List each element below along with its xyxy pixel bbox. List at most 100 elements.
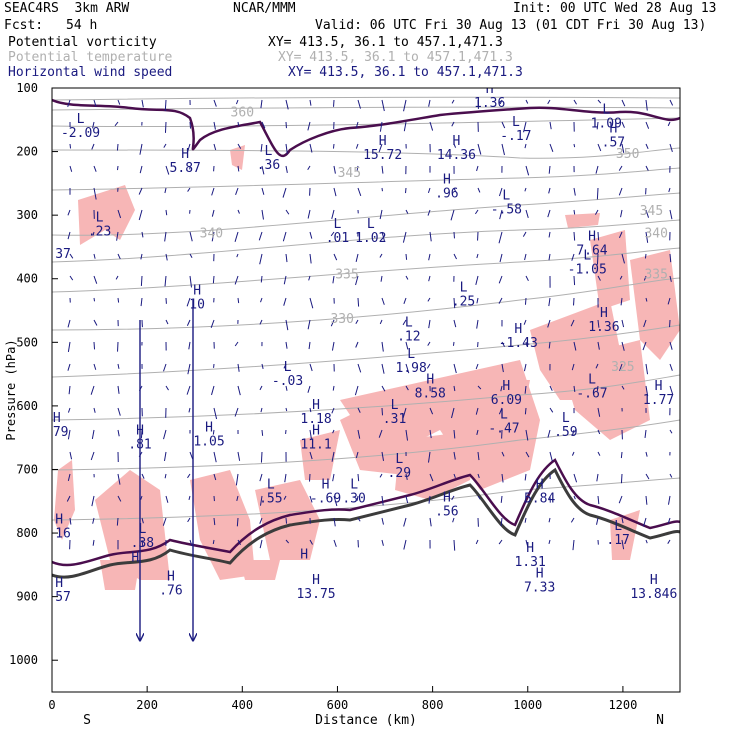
wind-arrow: [477, 385, 482, 390]
extremum-value: .96: [435, 186, 458, 201]
extremum-value: 13.846: [630, 587, 677, 602]
wind-arrow: [621, 99, 626, 107]
wind-arrow: [307, 121, 311, 131]
wind-arrow: [381, 495, 384, 506]
wind-arrow: [405, 341, 409, 350]
wind-arrow: [259, 495, 263, 506]
extremum-letter: H: [322, 478, 330, 493]
wind-arrow: [93, 297, 96, 302]
extremum-value: -1.05: [568, 263, 607, 278]
wind-arrow: [571, 451, 575, 456]
wind-arrow: [93, 407, 96, 413]
init-time: Init: 00 UTC Wed 28 Aug 13: [513, 1, 717, 16]
y-tick-label: 500: [16, 335, 38, 349]
wind-arrow: [524, 517, 527, 523]
wind-arrow: [285, 253, 288, 263]
wind-arrow: [165, 319, 169, 325]
wind-arrow: [597, 495, 600, 505]
extremum-letter: L: [138, 522, 146, 537]
extremum-value: 11.1: [300, 438, 331, 453]
wind-arrow: [331, 407, 335, 414]
field-name-pv: Potential vorticity: [8, 35, 157, 50]
extremum-value: .57: [47, 590, 70, 605]
wind-arrow: [549, 385, 553, 391]
wind-arrow: [139, 165, 143, 174]
wind-arrow: [92, 539, 95, 546]
wind-arrow: [357, 363, 362, 373]
theta-label: 360: [231, 106, 254, 121]
wind-arrow: [523, 363, 527, 372]
extremum-letter: L: [334, 217, 342, 232]
wind-arrow: [332, 275, 335, 284]
wind-arrow: [261, 121, 266, 129]
extremum-value: 1.77: [643, 393, 674, 408]
wind-arrow: [117, 385, 120, 394]
wind-arrow: [381, 451, 385, 461]
wind-arrow: [307, 165, 311, 171]
wind-arrow: [476, 253, 479, 259]
wind-arrow: [261, 429, 264, 436]
wind-arrow: [451, 495, 455, 501]
wind-arrow: [261, 209, 264, 220]
wind-arrow: [92, 121, 95, 129]
wind-arrow: [285, 539, 290, 544]
wind-arrow: [67, 473, 71, 481]
wind-arrow: [405, 495, 409, 504]
extremum-value: .81: [128, 438, 151, 453]
extremum-value: 7.33: [524, 581, 555, 596]
wind-arrow: [189, 253, 193, 258]
wind-arrow: [93, 363, 97, 370]
extremum-value: -.69: [310, 492, 341, 507]
wind-arrow: [669, 341, 673, 350]
wind-arrow: [234, 407, 239, 417]
wind-arrow: [669, 253, 672, 263]
wind-arrow: [573, 231, 576, 241]
wind-arrow: [428, 275, 431, 282]
wind-arrow: [597, 407, 601, 417]
wind-arrow: [309, 231, 313, 239]
wind-arrow: [357, 99, 361, 109]
extremum-value: .12: [397, 329, 420, 344]
wind-arrow: [187, 143, 191, 153]
extremum-letter: L: [407, 347, 415, 362]
wind-arrow: [597, 231, 600, 241]
wind-arrow: [357, 473, 360, 482]
wind-arrow: [525, 165, 530, 176]
wind-arrow: [619, 363, 623, 372]
wind-arrow: [452, 341, 455, 346]
wind-arrow: [68, 385, 71, 395]
wind-arrow: [621, 539, 625, 550]
extremum-letter: H: [312, 398, 320, 413]
extremum-value: 8.58: [415, 387, 446, 402]
extremum-value: 10: [189, 298, 205, 313]
wind-arrow: [645, 363, 649, 375]
wind-arrow: [525, 275, 529, 282]
north-label: N: [656, 713, 664, 728]
extremum-letter: H: [193, 284, 201, 299]
wind-arrow: [621, 253, 625, 264]
wind-arrow: [259, 385, 263, 391]
wind-arrow: [237, 451, 241, 461]
wind-arrow: [117, 473, 121, 485]
extremum-value: -.47: [488, 422, 519, 437]
y-tick-label: 700: [16, 462, 38, 476]
wind-arrow: [355, 451, 359, 459]
wind-arrow: [498, 275, 503, 284]
extremum-value: .16: [47, 527, 70, 542]
wind-arrow: [355, 319, 359, 324]
wind-arrow: [284, 473, 287, 483]
wind-arrow: [381, 297, 385, 305]
wind-arrow: [378, 143, 383, 153]
wind-arrow: [165, 165, 170, 175]
extremum-letter: L: [367, 217, 375, 232]
wind-arrow: [259, 319, 263, 325]
wind-arrow: [498, 187, 503, 197]
wind-arrow: [499, 99, 503, 105]
wind-arrow: [91, 429, 95, 440]
wind-arrow: [571, 253, 575, 261]
extremum-value: .56: [435, 504, 458, 519]
wind-arrow: [92, 231, 95, 236]
wind-arrow: [548, 539, 551, 545]
wind-arrow: [211, 385, 215, 396]
wind-arrow: [164, 99, 167, 111]
